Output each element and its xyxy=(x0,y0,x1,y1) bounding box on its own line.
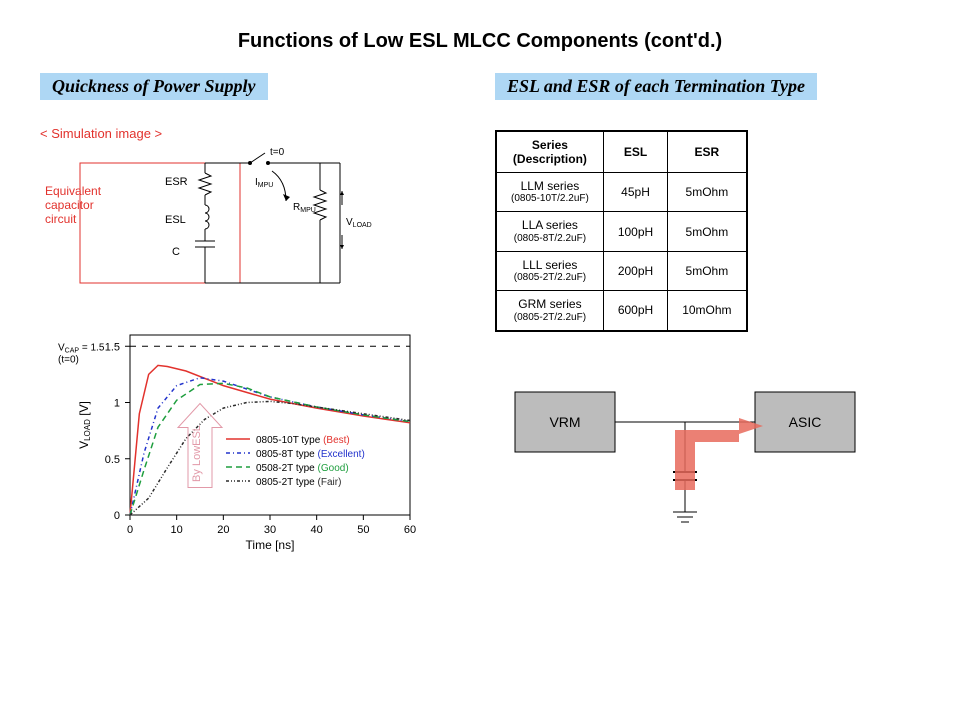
svg-text:Equivalent: Equivalent xyxy=(45,184,102,198)
simulation-heading: < Simulation image > xyxy=(40,126,465,141)
response-chart: VCAP = 1.5(t=0) VLOAD [V] 0 10 20 30 40 50 60 0 0.… xyxy=(40,315,430,575)
svg-text:Time [ns]: Time [ns] xyxy=(246,538,295,552)
svg-text:0: 0 xyxy=(114,510,120,522)
svg-text:30: 30 xyxy=(264,524,276,536)
svg-text:VRM: VRM xyxy=(549,414,580,430)
th-esr: ESR xyxy=(668,131,747,173)
svg-text:0805-2T type (Fair): 0805-2T type (Fair) xyxy=(256,477,341,488)
svg-text:VCAP = 1.5: VCAP = 1.5 xyxy=(58,342,105,354)
svg-text:VLOAD [V]: VLOAD [V] xyxy=(77,401,92,449)
th-series: Series (Description) xyxy=(496,131,603,173)
svg-text:60: 60 xyxy=(404,524,416,536)
svg-text:IMPU: IMPU xyxy=(255,177,273,189)
svg-text:t=0: t=0 xyxy=(270,147,285,158)
svg-text:C: C xyxy=(172,246,180,258)
svg-text:RMPU: RMPU xyxy=(293,202,316,214)
svg-text:0805-8T type (Excellent): 0805-8T type (Excellent) xyxy=(256,449,365,460)
vrm-asic-block-diagram: VRM ASIC xyxy=(495,372,895,542)
svg-text:10: 10 xyxy=(171,524,183,536)
svg-text:0805-10T type (Best): 0805-10T type (Best) xyxy=(256,435,350,446)
svg-text:VLOAD: VLOAD xyxy=(346,217,372,229)
right-column: ESL and ESR of each Termination Type Ser… xyxy=(495,73,920,575)
svg-text:0: 0 xyxy=(127,524,133,536)
svg-text:20: 20 xyxy=(217,524,229,536)
equivalent-circuit-diagram: Equivalent capacitor circuit ESR ESL C t… xyxy=(40,145,400,305)
svg-text:ESL: ESL xyxy=(165,214,186,226)
page-title: Functions of Low ESL MLCC Components (co… xyxy=(0,0,960,73)
svg-text:0508-2T type (Good): 0508-2T type (Good) xyxy=(256,463,349,474)
table-row: LLA series(0805-8T/2.2uF)100pH5mOhm xyxy=(496,212,747,251)
svg-text:ESR: ESR xyxy=(165,176,188,188)
th-esl: ESL xyxy=(603,131,667,173)
svg-text:capacitor: capacitor xyxy=(45,198,94,212)
svg-text:By LowESL: By LowESL xyxy=(191,425,203,482)
table-row: GRM series(0805-2T/2.2uF)600pH10mOhm xyxy=(496,291,747,331)
left-banner: Quickness of Power Supply xyxy=(40,73,268,100)
svg-text:40: 40 xyxy=(311,524,323,536)
table-row: LLM series(0805-10T/2.2uF)45pH5mOhm xyxy=(496,173,747,212)
svg-text:0.5: 0.5 xyxy=(105,454,120,466)
right-banner: ESL and ESR of each Termination Type xyxy=(495,73,817,100)
svg-text:(t=0): (t=0) xyxy=(58,354,79,365)
svg-text:ASIC: ASIC xyxy=(789,414,822,430)
svg-text:1.5: 1.5 xyxy=(105,341,120,353)
left-column: Quickness of Power Supply < Simulation i… xyxy=(40,73,465,575)
svg-text:50: 50 xyxy=(357,524,369,536)
svg-text:circuit: circuit xyxy=(45,212,77,226)
esl-esr-table: Series (Description) ESL ESR LLM series(… xyxy=(495,130,748,332)
table-row: LLL series(0805-2T/2.2uF)200pH5mOhm xyxy=(496,251,747,290)
svg-text:1: 1 xyxy=(114,398,120,410)
